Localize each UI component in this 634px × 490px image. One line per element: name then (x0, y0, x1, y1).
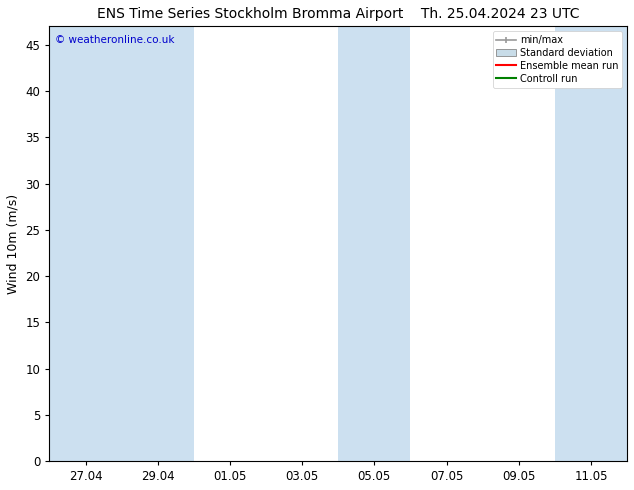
Bar (338, 26, 410, 461)
Y-axis label: Wind 10m (m/s): Wind 10m (m/s) (7, 194, 20, 294)
Legend: min/max, Standard deviation, Ensemble mean run, Controll run: min/max, Standard deviation, Ensemble me… (493, 31, 622, 88)
Title: ENS Time Series Stockholm Bromma Airport    Th. 25.04.2024 23 UTC: ENS Time Series Stockholm Bromma Airport… (97, 7, 579, 21)
Bar (122, 26, 194, 461)
Text: © weatheronline.co.uk: © weatheronline.co.uk (55, 35, 175, 45)
Bar (49, 26, 122, 461)
Bar (555, 26, 627, 461)
